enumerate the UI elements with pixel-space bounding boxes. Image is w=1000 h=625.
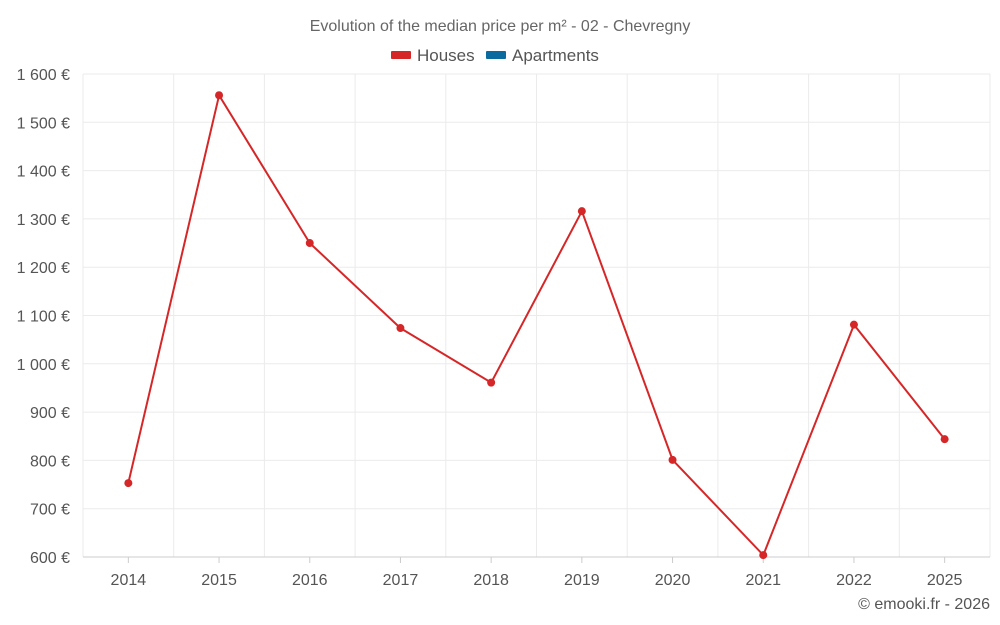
legend-label-houses: Houses <box>417 46 475 65</box>
data-point-houses <box>215 91 224 100</box>
x-tick-label: 2015 <box>201 572 237 589</box>
y-tick-label: 1 200 € <box>17 260 70 277</box>
data-point-houses <box>396 324 405 333</box>
y-tick-label: 1 300 € <box>17 212 70 229</box>
data-point-houses <box>305 239 314 248</box>
legend-label-apartments: Apartments <box>512 46 599 65</box>
data-point-houses <box>759 551 768 560</box>
y-tick-label: 1 100 € <box>17 309 70 326</box>
x-tick-label: 2019 <box>564 572 600 589</box>
data-point-houses <box>124 479 133 488</box>
y-tick-label: 1 000 € <box>17 357 70 374</box>
series-line-houses <box>127 94 946 557</box>
y-tick-label: 600 € <box>30 550 70 567</box>
data-point-houses <box>940 435 949 444</box>
y-tick-label: 700 € <box>30 502 70 519</box>
legend-swatch-houses <box>391 51 411 59</box>
y-tick-label: 1 500 € <box>17 115 70 132</box>
x-tick-label: 2016 <box>292 572 328 589</box>
grid <box>82 73 991 558</box>
x-tick-label: 2022 <box>836 572 872 589</box>
legend-swatch-apartments <box>486 51 506 59</box>
y-tick-label: 900 € <box>30 405 70 422</box>
credit: © emooki.fr - 2026 <box>858 596 990 613</box>
data-point-houses <box>668 455 677 464</box>
series <box>124 91 949 560</box>
x-tick-label: 2018 <box>473 572 509 589</box>
chart-title: Evolution of the median price per m² - 0… <box>310 18 691 35</box>
axes: 600 € 700 € 800 € 900 € 1 000 € 1 100 € 1 200 … <box>17 67 990 589</box>
x-tick-label: 2025 <box>927 572 963 589</box>
data-point-houses <box>849 320 858 329</box>
x-tick-label: 2021 <box>745 572 781 589</box>
x-tick-label: 2020 <box>655 572 691 589</box>
data-point-houses <box>487 378 496 387</box>
x-tick-label: 2014 <box>111 572 147 589</box>
y-tick-label: 1 600 € <box>17 67 70 84</box>
legend-item-houses[interactable]: Houses <box>391 46 475 65</box>
y-tick-label: 1 400 € <box>17 164 70 181</box>
data-point-houses <box>577 207 586 216</box>
legend: Houses Apartments <box>391 46 599 65</box>
y-tick-label: 800 € <box>30 453 70 470</box>
x-tick-label: 2017 <box>383 572 419 589</box>
legend-item-apartments[interactable]: Apartments <box>486 46 599 65</box>
